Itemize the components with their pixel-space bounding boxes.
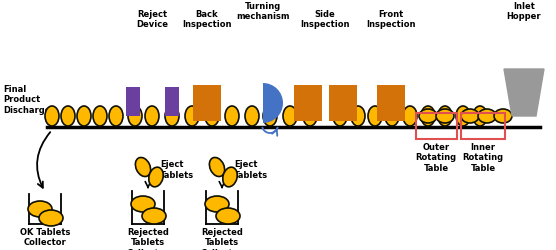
Ellipse shape (45, 106, 59, 126)
Ellipse shape (205, 196, 229, 212)
Ellipse shape (142, 208, 166, 224)
Text: Eject
Tablets: Eject Tablets (234, 160, 268, 179)
Wedge shape (263, 84, 283, 124)
Ellipse shape (351, 106, 365, 126)
Ellipse shape (223, 168, 237, 187)
Ellipse shape (421, 106, 435, 126)
Ellipse shape (494, 110, 512, 124)
Ellipse shape (165, 106, 179, 126)
Ellipse shape (436, 110, 454, 124)
Bar (165, 88, 179, 117)
Ellipse shape (263, 106, 277, 126)
Text: Side
Inspection: Side Inspection (300, 10, 350, 29)
Ellipse shape (61, 106, 75, 126)
Text: OK Tablets
Collector: OK Tablets Collector (20, 227, 70, 246)
Ellipse shape (216, 208, 240, 224)
Bar (126, 88, 140, 117)
Ellipse shape (403, 106, 417, 126)
Ellipse shape (131, 196, 155, 212)
Text: Eject
Tablets: Eject Tablets (160, 160, 194, 179)
Ellipse shape (149, 168, 163, 187)
Ellipse shape (145, 106, 159, 126)
Text: Turning
mechanism: Turning mechanism (236, 2, 290, 21)
Ellipse shape (303, 106, 317, 126)
Text: Inlet
Hopper: Inlet Hopper (507, 2, 542, 21)
Bar (416, 114, 457, 140)
Text: Front
Inspection: Front Inspection (366, 10, 416, 29)
Ellipse shape (109, 106, 123, 126)
Ellipse shape (39, 210, 63, 226)
Ellipse shape (28, 201, 52, 217)
Text: Rejected
Tablets
Collector: Rejected Tablets Collector (127, 227, 170, 250)
Text: Final
Product
Discharge: Final Product Discharge (3, 85, 51, 114)
Text: Reject
Device: Reject Device (136, 10, 168, 29)
Ellipse shape (456, 106, 470, 126)
Ellipse shape (368, 106, 382, 126)
Ellipse shape (185, 106, 199, 126)
Text: 1: 1 (305, 96, 311, 105)
Ellipse shape (333, 106, 347, 126)
Text: Rejected
Tablets
Collector: Rejected Tablets Collector (201, 227, 244, 250)
Ellipse shape (210, 158, 225, 177)
Ellipse shape (419, 110, 437, 124)
Ellipse shape (93, 106, 107, 126)
Bar (193, 86, 221, 122)
Ellipse shape (128, 106, 142, 126)
Ellipse shape (478, 110, 496, 124)
Text: Inner
Rotating
Table: Inner Rotating Table (463, 142, 504, 172)
Ellipse shape (438, 106, 452, 126)
Ellipse shape (283, 106, 297, 126)
Polygon shape (504, 70, 544, 116)
Ellipse shape (77, 106, 91, 126)
Ellipse shape (461, 110, 479, 124)
Text: 2: 2 (340, 96, 346, 105)
Bar (294, 86, 322, 122)
Ellipse shape (225, 106, 239, 126)
Ellipse shape (205, 106, 219, 126)
Ellipse shape (245, 106, 259, 126)
Ellipse shape (385, 106, 399, 126)
Text: Back
Inspection: Back Inspection (182, 10, 232, 29)
Bar (377, 86, 405, 122)
Text: Outer
Rotating
Table: Outer Rotating Table (415, 142, 456, 172)
Bar (329, 86, 357, 122)
Ellipse shape (473, 106, 487, 126)
Ellipse shape (135, 158, 151, 177)
Bar (461, 114, 505, 140)
